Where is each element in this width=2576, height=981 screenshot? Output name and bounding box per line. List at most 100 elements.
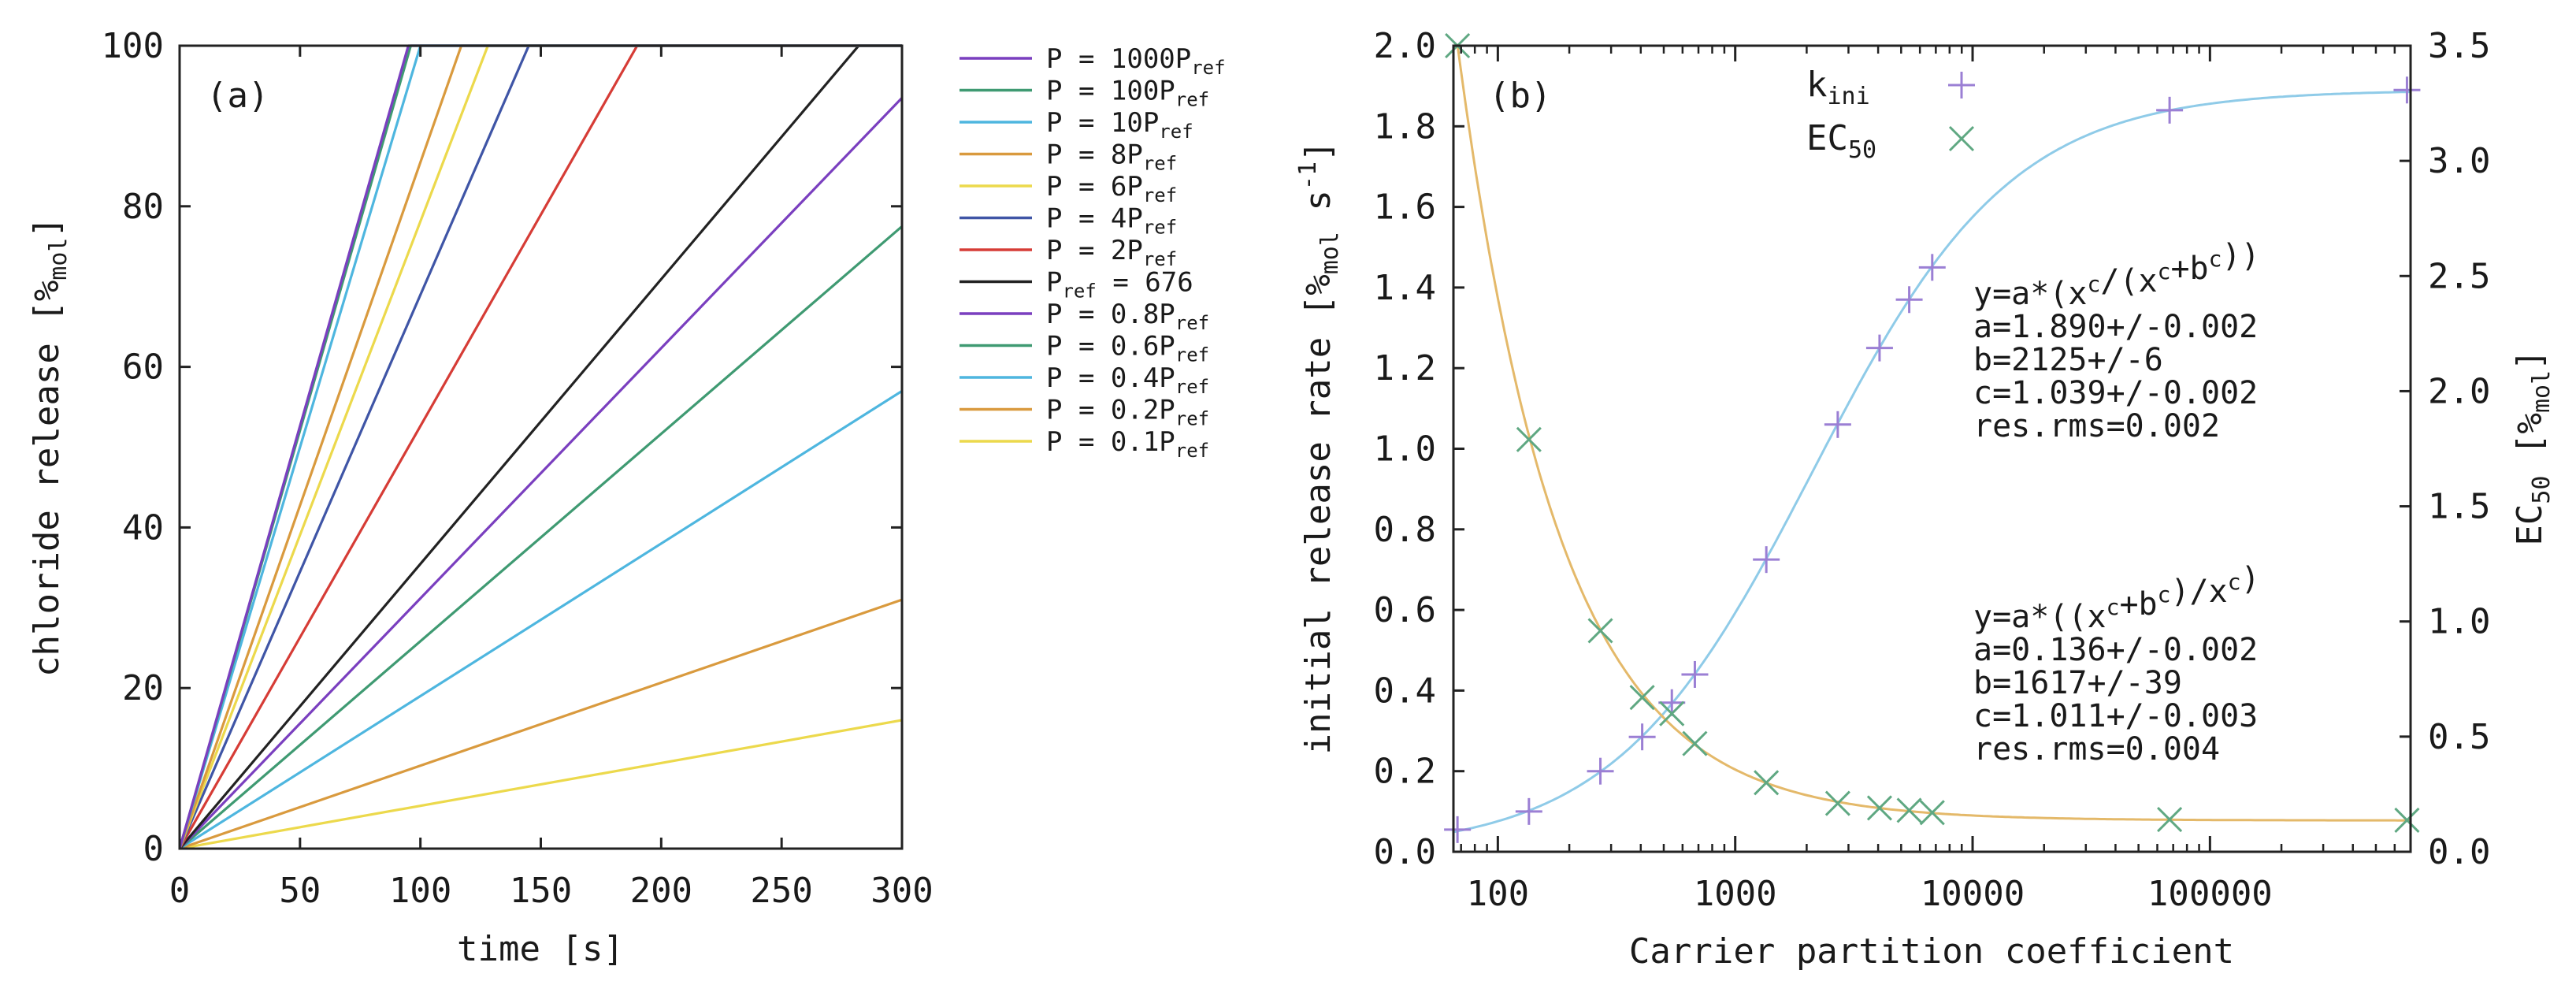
ec50-data-point xyxy=(1587,618,1613,644)
kini-data-point xyxy=(2156,96,2184,124)
x-tick-label: 50 xyxy=(279,871,321,911)
legend-entry: P = 0.2Pref xyxy=(960,395,1209,430)
x-tick-label: 10000 xyxy=(1921,874,2025,914)
legend-label: P = 10Pref xyxy=(1046,107,1193,143)
left-y-tick-label: 0.2 xyxy=(1374,752,1436,792)
right-y-tick-label: 2.5 xyxy=(2428,256,2490,296)
legend-label-main: P = 0.8P xyxy=(1046,299,1175,330)
x-tick-label: 1000 xyxy=(1694,874,1777,914)
left-y-tick-label: 1.6 xyxy=(1374,188,1436,228)
panel-b-right-y-axis-label-end: ] xyxy=(2510,349,2550,370)
legend-entry: Pref = 676 xyxy=(960,267,1193,303)
ec50-data-point xyxy=(2394,807,2420,834)
legend-label-sub: ref xyxy=(1062,281,1096,303)
legend-label: P = 0.2Pref xyxy=(1046,395,1209,430)
legend-label-sub: ref xyxy=(1175,408,1209,430)
panel-a-y-axis-label-end: ] xyxy=(27,217,67,238)
legend-entry: P = 10Pref xyxy=(960,107,1193,143)
ec50-data-point xyxy=(1866,795,1892,821)
legend-label-sub: ref xyxy=(1143,248,1177,270)
y-tick-label: 0 xyxy=(143,829,165,869)
fit-annotation-line: b=2125+/-6 xyxy=(1973,342,2163,378)
panel-a-y-axis-label: chloride release [%mol] xyxy=(27,217,72,677)
legend-entry: P = 8Pref xyxy=(960,139,1177,175)
panel-a-chart: 0 50 100 150 200 250 300 0 20 40 60 80 100 (a) time… xyxy=(27,26,1226,969)
kini-data-point xyxy=(1865,334,1893,362)
legend-label: P = 1000Pref xyxy=(1046,43,1226,79)
x-tick-label: 100 xyxy=(389,871,451,911)
legend-label-main: P = 10P xyxy=(1046,107,1159,139)
panel-b-left-y-axis-label-end: ] xyxy=(1298,140,1338,162)
panel-a-label: (a) xyxy=(206,76,269,116)
legend-label: P = 0.6Pref xyxy=(1046,331,1209,366)
panel-b-left-y-axis-label-main: initial release rate [% xyxy=(1298,274,1338,754)
legend-label-sub: 50 xyxy=(1848,136,1876,164)
legend-label: P = 8Pref xyxy=(1046,139,1177,175)
legend-label-main: EC xyxy=(1806,118,1848,158)
fit-annotation-line: a=1.890+/-0.002 xyxy=(1973,309,2258,345)
fit-annotation-line: res.rms=0.002 xyxy=(1973,408,2220,444)
legend-label-main: P = 2P xyxy=(1046,235,1143,266)
legend-label-main: P = 100P xyxy=(1046,76,1175,107)
x-tick-label: 250 xyxy=(750,871,812,911)
legend-label-sub: ini xyxy=(1828,83,1870,110)
kini-data-point xyxy=(1918,254,1946,281)
legend-marker xyxy=(1948,125,1975,152)
panel-b-data-markers xyxy=(1444,32,2421,843)
legend-label-sub: ref xyxy=(1175,89,1209,111)
kini-data-point xyxy=(1587,757,1614,785)
y-tick-label: 20 xyxy=(122,668,164,708)
superscript-c: c xyxy=(2088,271,2101,297)
legend-label-main: P = 4P xyxy=(1046,203,1143,235)
left-y-tick-label: 1.2 xyxy=(1374,348,1436,388)
ec50-data-point xyxy=(1896,797,1922,823)
legend-label-main: P = 0.6P xyxy=(1046,331,1175,362)
kini-data-point xyxy=(1628,723,1656,751)
panel-b-label: (b) xyxy=(1489,76,1551,116)
panel-b-chart: 100 1000 10000 100000 0.0 0.2 0.4 0.6 0.8 1.0 1.2… xyxy=(1294,26,2556,972)
superscript-c: c xyxy=(2209,246,2222,272)
panel-b-right-y-axis-label-main: EC xyxy=(2510,504,2550,546)
legend-entry: EC50 xyxy=(1806,118,1975,164)
kini-data-point xyxy=(1753,546,1780,574)
panel-a-y-axis-label-sub: mol xyxy=(45,237,72,280)
fit-annotation-line: a=0.136+/-0.002 xyxy=(1973,632,2258,668)
legend-label: P = 0.1Pref xyxy=(1046,426,1209,462)
right-y-tick-label: 0.0 xyxy=(2428,832,2490,872)
panel-b-right-y-axis-label: EC50 [%mol] xyxy=(2510,349,2556,545)
legend-label-sub: ref xyxy=(1175,312,1209,334)
legend-label: kini xyxy=(1806,65,1870,110)
legend-label: P = 100Pref xyxy=(1046,76,1209,111)
x-tick-label: 100000 xyxy=(2147,874,2273,914)
x-tick-label: 300 xyxy=(870,871,933,911)
panel-b-ec50-fit-annotation: y=a*((xc+bc)/xc)a=0.136+/-0.002b=1617+/-… xyxy=(1973,561,2260,767)
ec50-data-point xyxy=(1754,770,1780,796)
left-y-tick-label: 0.6 xyxy=(1374,590,1436,630)
kini-data-point xyxy=(1515,797,1542,825)
legend-label: P = 2Pref xyxy=(1046,235,1177,270)
legend-label-main: P = 0.1P xyxy=(1046,426,1175,458)
left-y-tick-label: 2.0 xyxy=(1374,26,1436,66)
legend-entry: P = 0.1Pref xyxy=(960,426,1209,462)
panel-b-left-y-axis-label: initial release rate [%mol s-1] xyxy=(1294,140,1344,754)
left-y-tick-label: 0.8 xyxy=(1374,510,1436,550)
panel-b-legend: kini EC50 xyxy=(1806,65,1975,164)
x-tick-label: 200 xyxy=(630,871,692,911)
ec50-data-point xyxy=(1659,700,1685,726)
legend-label-main: P = 1000P xyxy=(1046,43,1191,75)
legend-entry: P = 1000Pref xyxy=(960,43,1226,79)
y-tick-label: 80 xyxy=(122,187,164,227)
legend-entry: kini xyxy=(1806,65,1975,110)
legend-label-sub: ref xyxy=(1175,344,1209,366)
left-y-tick-label: 1.8 xyxy=(1374,106,1436,147)
legend-entry: P = 0.8Pref xyxy=(960,299,1209,334)
legend-label-main: P = 0.2P xyxy=(1046,395,1175,426)
superscript-c: c xyxy=(2106,594,2120,620)
x-tick-label: 100 xyxy=(1467,874,1529,914)
legend-entry: P = 6Pref xyxy=(960,171,1177,206)
legend-label-sub: ref xyxy=(1143,217,1177,239)
series-line-12 xyxy=(179,719,903,850)
right-y-tick-label: 2.0 xyxy=(2428,371,2490,411)
ec50-data-point xyxy=(1516,426,1542,452)
